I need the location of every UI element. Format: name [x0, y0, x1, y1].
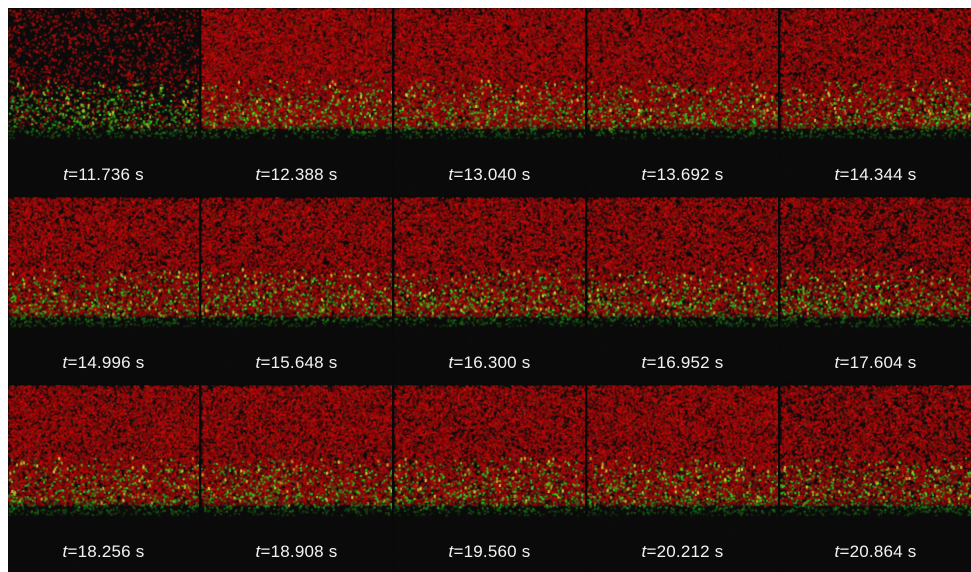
frame-image: [8, 385, 199, 572]
frame-caption: t=12.388 s: [201, 165, 392, 185]
frame-caption: t=11.736 s: [8, 165, 199, 185]
time-value: =17.604 s: [839, 353, 917, 373]
time-variable: t: [448, 353, 454, 373]
frame-4: t=13.692 s: [587, 8, 778, 195]
frame-image: [587, 385, 778, 572]
time-variable: t: [62, 353, 68, 373]
time-value: =16.300 s: [453, 353, 531, 373]
time-value: =14.344 s: [839, 164, 917, 184]
frame-5: t=14.344 s: [780, 8, 971, 195]
frame-caption: t=14.996 s: [8, 353, 199, 373]
frame-8: t=16.300 s: [394, 196, 585, 384]
time-value: =11.736 s: [68, 164, 144, 184]
time-variable: t: [834, 542, 840, 561]
frame-image: [780, 385, 971, 572]
frame-3: t=13.040 s: [394, 8, 585, 195]
time-variable: t: [448, 164, 454, 184]
time-value: =18.256 s: [67, 542, 145, 561]
frame-caption: t=16.300 s: [394, 353, 585, 373]
time-value: =19.560 s: [453, 542, 531, 561]
frame-caption: t=18.256 s: [8, 542, 199, 562]
frame-caption: t=14.344 s: [780, 165, 971, 185]
time-value: =16.952 s: [646, 353, 724, 373]
frame-11: t=18.256 s: [8, 385, 199, 572]
frame-1: t=11.736 s: [8, 8, 199, 195]
frame-caption: t=20.212 s: [587, 542, 778, 562]
time-variable: t: [63, 164, 69, 184]
frame-image: [394, 385, 585, 572]
time-value: =20.864 s: [839, 542, 917, 561]
time-variable: t: [641, 353, 647, 373]
time-variable: t: [834, 353, 840, 373]
frame-caption: t=13.040 s: [394, 165, 585, 185]
time-variable: t: [448, 542, 454, 561]
frame-caption: t=18.908 s: [201, 542, 392, 562]
frame-15: t=20.864 s: [780, 385, 971, 572]
time-variable: t: [255, 353, 261, 373]
frame-9: t=16.952 s: [587, 196, 778, 384]
time-variable: t: [62, 542, 68, 561]
frame-image: [201, 196, 392, 384]
frame-image: [394, 8, 585, 195]
frame-image: [587, 8, 778, 195]
time-variable: t: [641, 164, 647, 184]
time-value: =15.648 s: [260, 353, 338, 373]
frame-caption: t=13.692 s: [587, 165, 778, 185]
frame-image: [201, 385, 392, 572]
time-value: =20.212 s: [646, 542, 724, 561]
frame-caption: t=19.560 s: [394, 542, 585, 562]
frame-6: t=14.996 s: [8, 196, 199, 384]
frame-caption: t=15.648 s: [201, 353, 392, 373]
frame-image: [780, 196, 971, 384]
time-value: =13.692 s: [646, 164, 724, 184]
time-variable: t: [255, 164, 261, 184]
frame-image: [394, 196, 585, 384]
time-variable: t: [255, 542, 261, 561]
frame-10: t=17.604 s: [780, 196, 971, 384]
frame-caption: t=17.604 s: [780, 353, 971, 373]
time-value: =14.996 s: [67, 353, 145, 373]
frame-image: [8, 196, 199, 384]
time-variable: t: [641, 542, 647, 561]
frame-image: [8, 8, 199, 195]
frame-caption: t=20.864 s: [780, 542, 971, 562]
frame-7: t=15.648 s: [201, 196, 392, 384]
time-lapse-figure: t=11.736 s t=12.388 s t=13.040 s t=13.69…: [8, 8, 971, 572]
frame-caption: t=16.952 s: [587, 353, 778, 373]
frame-14: t=20.212 s: [587, 385, 778, 572]
frame-13: t=19.560 s: [394, 385, 585, 572]
time-value: =18.908 s: [260, 542, 338, 561]
time-variable: t: [834, 164, 840, 184]
frame-2: t=12.388 s: [201, 8, 392, 195]
frame-image: [780, 8, 971, 195]
frame-image: [201, 8, 392, 195]
frame-12: t=18.908 s: [201, 385, 392, 572]
time-value: =13.040 s: [453, 164, 531, 184]
frame-image: [587, 196, 778, 384]
time-value: =12.388 s: [260, 164, 338, 184]
